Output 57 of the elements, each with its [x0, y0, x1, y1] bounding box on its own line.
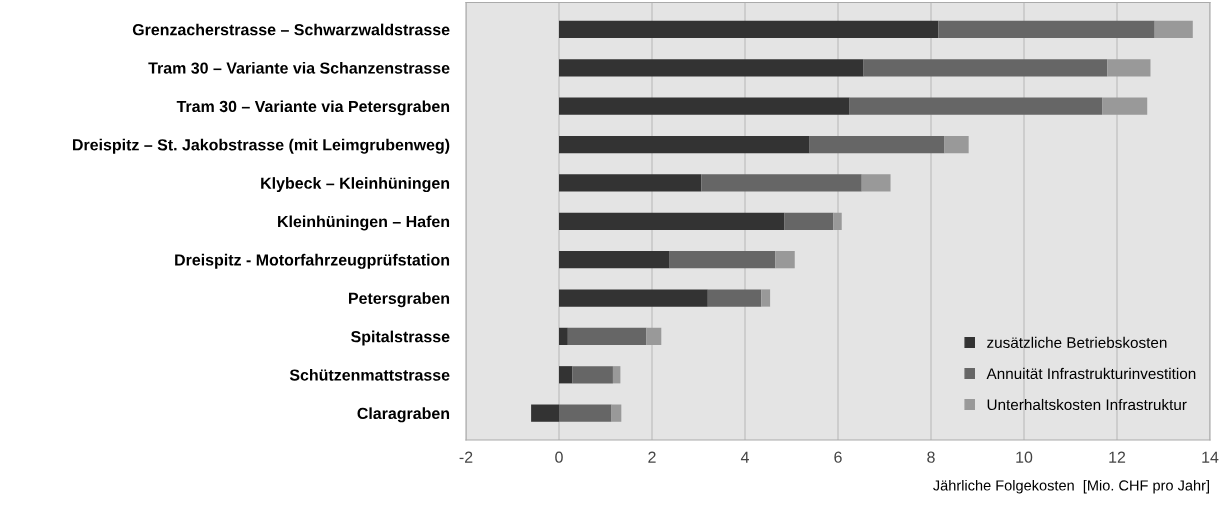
bar — [849, 97, 1103, 115]
x-tick-label: 12 — [1109, 451, 1126, 463]
y-tick-label: Schützenmattstrasse — [289, 368, 450, 381]
x-axis-title: Jährliche Folgekosten [Mio. CHF pro Jahr] — [933, 479, 1209, 494]
x-tick-label: -2 — [459, 451, 473, 463]
y-tick-label: Tram 30 – Variante via Schanzenstrasse — [148, 62, 450, 74]
y-tick-label: Dreispitz – St. Jakobstrasse (mit Leimgrubenweg) — [73, 138, 450, 154]
y-tick-label: Klybeck – Kleinhüningen — [261, 177, 450, 193]
bar — [559, 20, 939, 39]
x-tick-label: 14 — [1202, 451, 1219, 463]
x-tick-label: 6 — [834, 451, 842, 463]
y-tick-label: Dreispitz - Motorfahrzeugprüfstation — [175, 253, 450, 269]
legend-label: zusätzliche Betriebskosten — [987, 336, 1167, 349]
y-tick-label: Tram 30 – Variante via Petersgraben — [176, 100, 450, 116]
bar — [611, 404, 622, 422]
bar — [646, 327, 662, 346]
x-tick-label: 10 — [1016, 451, 1033, 463]
bar — [559, 174, 702, 192]
y-tick-label: Grenzacherstrasse – Schwarzwaldstrasse — [132, 23, 450, 36]
y-tick-label: Petersgraben — [349, 292, 450, 308]
bar — [669, 251, 776, 269]
bar — [944, 135, 969, 154]
bar — [567, 327, 647, 346]
bar — [809, 135, 945, 154]
y-tick-label: Spitalstrasse — [351, 330, 450, 346]
bar — [833, 212, 842, 230]
bar — [784, 212, 834, 230]
legend-label: Annuität Infrastrukturinvestition — [986, 367, 1196, 380]
x-tick-label: 2 — [648, 451, 656, 463]
bar — [761, 289, 771, 307]
bar — [572, 366, 613, 384]
bar — [559, 97, 850, 115]
bar — [559, 289, 708, 307]
y-tick-label: Claragraben — [357, 407, 450, 423]
bar — [559, 251, 670, 269]
bar — [559, 135, 810, 154]
legend-label: Unterhaltskosten Infrastruktur — [987, 398, 1187, 411]
bar — [1154, 20, 1193, 39]
x-tick-label: 0 — [555, 451, 563, 463]
y-tick-label: Kleinhüningen – Hafen — [278, 215, 450, 231]
bar — [559, 327, 568, 346]
bar — [861, 174, 891, 192]
bar — [938, 20, 1155, 39]
bar — [707, 289, 762, 307]
bar — [559, 404, 612, 422]
x-tick-label: 8 — [927, 451, 935, 463]
bar — [701, 174, 862, 192]
x-tick-label: 4 — [740, 451, 749, 463]
bar — [1102, 97, 1148, 115]
bar — [531, 404, 559, 422]
bar — [559, 212, 785, 230]
bar — [612, 366, 621, 384]
bar — [1107, 59, 1151, 77]
bar — [559, 59, 864, 77]
bar — [775, 251, 795, 269]
bar — [559, 366, 573, 384]
bar — [863, 59, 1108, 77]
